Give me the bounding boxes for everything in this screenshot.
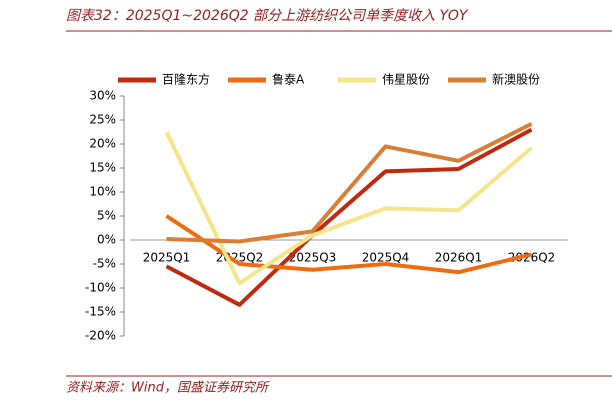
y-tick-label: 5% <box>97 209 116 223</box>
source: 资料来源：Wind，国盛证券研究所 <box>66 380 270 396</box>
chart-title: 图表32：2025Q1~2026Q2 部分上游纺织公司单季度收入 YOY <box>66 8 469 24</box>
legend-label: 新澳股份 <box>492 72 540 87</box>
x-tick-label: 2025Q4 <box>362 251 410 265</box>
y-tick-label: -20% <box>85 329 116 343</box>
series-line <box>164 131 533 286</box>
y-tick-label: 10% <box>89 185 116 199</box>
series-line <box>166 122 533 244</box>
legend-label: 百隆东方 <box>162 72 210 87</box>
x-tick-label: 2026Q2 <box>508 251 556 265</box>
y-tick-label: -10% <box>85 281 116 295</box>
y-tick-label: 20% <box>89 137 116 151</box>
x-tick-label: 2026Q1 <box>435 251 483 265</box>
y-tick-label: 25% <box>89 113 116 127</box>
series-line <box>165 127 533 307</box>
y-tick-label: 30% <box>89 89 116 103</box>
x-tick-label: 2025Q1 <box>143 251 191 265</box>
y-tick-label: 15% <box>89 161 116 175</box>
x-tick-label: 2025Q3 <box>289 251 337 265</box>
y-tick-label: 0% <box>97 233 116 247</box>
legend-label: 伟星股份 <box>382 73 430 87</box>
y-tick-label: -15% <box>85 305 116 319</box>
legend-label: 鲁泰A <box>272 73 305 87</box>
y-tick-label: -5% <box>93 257 116 271</box>
